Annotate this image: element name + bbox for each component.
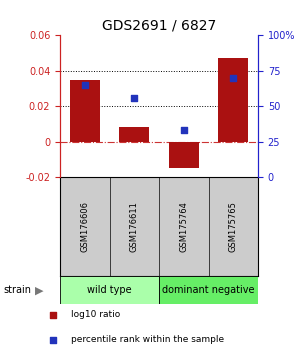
Title: GDS2691 / 6827: GDS2691 / 6827 xyxy=(102,19,216,33)
Bar xyxy=(70,80,100,142)
Text: dominant negative: dominant negative xyxy=(162,285,255,295)
Point xyxy=(182,127,186,133)
Text: GSM175764: GSM175764 xyxy=(179,201,188,252)
Point xyxy=(51,337,56,343)
Text: GSM176611: GSM176611 xyxy=(130,201,139,252)
Text: percentile rank within the sample: percentile rank within the sample xyxy=(71,335,224,344)
Bar xyxy=(60,276,159,304)
Text: strain: strain xyxy=(3,285,31,295)
Text: GSM175765: GSM175765 xyxy=(229,201,238,252)
Text: GSM176606: GSM176606 xyxy=(80,201,89,252)
Point xyxy=(51,312,56,318)
Point xyxy=(82,82,87,88)
Bar xyxy=(159,276,258,304)
Text: log10 ratio: log10 ratio xyxy=(71,310,121,319)
Bar xyxy=(169,142,199,168)
Point xyxy=(132,95,137,101)
Text: ▶: ▶ xyxy=(34,285,43,295)
Bar xyxy=(119,127,149,142)
Text: wild type: wild type xyxy=(87,285,132,295)
Bar xyxy=(218,58,248,142)
Point xyxy=(231,75,236,81)
